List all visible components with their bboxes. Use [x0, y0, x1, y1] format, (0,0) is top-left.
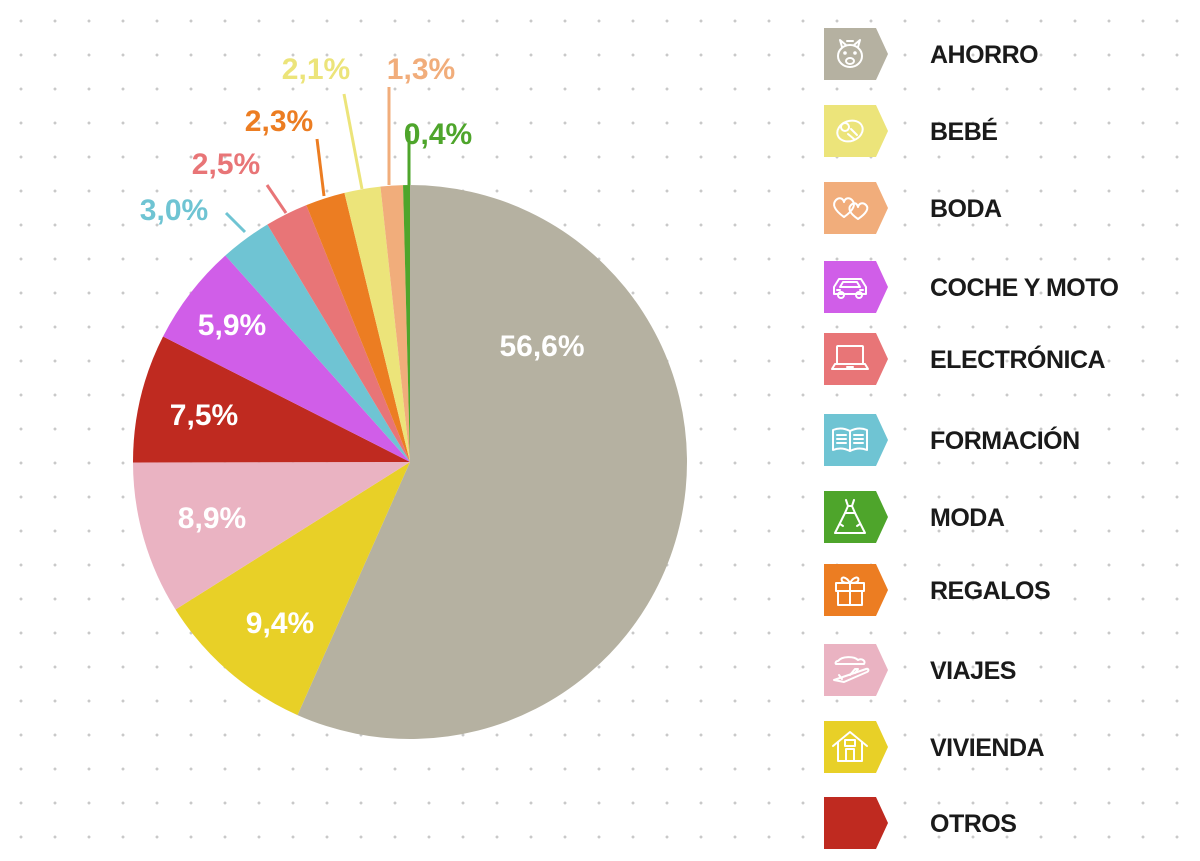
badge-shape — [824, 105, 888, 157]
pie-slices — [132, 185, 688, 739]
slice-label-formacion: 3,0% — [140, 194, 208, 227]
legend-badge-bebe — [824, 105, 890, 157]
slice-moda — [403, 185, 410, 462]
legend-item-bebe: BEBÉ — [822, 103, 1192, 159]
badge-shape — [824, 182, 888, 234]
legend-badge-coche-y-moto — [824, 261, 890, 313]
hearts-icon — [824, 182, 888, 234]
legend-label: VIAJES — [930, 657, 1016, 685]
legend-label: MODA — [930, 504, 1005, 532]
slice-formacion — [225, 224, 410, 462]
legend-badge-boda — [824, 182, 890, 234]
legend-badge-formacion — [824, 414, 890, 466]
slice-electronica — [267, 205, 410, 462]
legend-item-vivienda: VIVIENDA — [822, 719, 1192, 775]
slice-label-moda: 0,4% — [404, 118, 472, 151]
slice-label-boda: 1,3% — [387, 53, 455, 86]
slice-label-otros: 7,5% — [170, 399, 238, 432]
legend-badge-otros — [824, 797, 890, 849]
legend-label: VIVIENDA — [930, 734, 1045, 762]
slice-boda — [380, 185, 410, 462]
legend-item-moda: MODA — [822, 489, 1192, 545]
leader-lines — [224, 87, 411, 234]
legend-badge-vivienda — [824, 721, 890, 773]
legend-label: AHORRO — [930, 41, 1039, 69]
legend-badge-regalos — [824, 564, 890, 616]
legend-item-otros: OTROS — [822, 795, 1192, 851]
legend-label: BEBÉ — [930, 118, 998, 146]
leader-line-electronica — [265, 184, 288, 214]
legend-label: COCHE Y MOTO — [930, 274, 1119, 302]
slice-bebe — [344, 186, 410, 462]
slice-label-regalos: 2,3% — [245, 105, 313, 138]
dress-icon — [824, 491, 888, 543]
slice-label-electronica: 2,5% — [192, 148, 260, 181]
legend-item-formacion: FORMACIÓN — [822, 412, 1192, 468]
gift-icon — [824, 564, 888, 616]
book-icon — [824, 414, 888, 466]
slice-label-ahorro: 56,6% — [499, 330, 584, 363]
legend-item-coche-y-moto: COCHE Y MOTO — [822, 259, 1192, 315]
legend-badge-electronica — [824, 333, 890, 385]
legend: AHORRO BEBÉ BODA — [822, 0, 1192, 861]
slice-coche-y-moto — [163, 255, 410, 462]
badge-shape — [824, 797, 888, 849]
slice-labels: 56,6% 9,4% 8,9% 7,5% 5,9% 3,0% 2,5% 2,3% 2,1% 1,3… — [140, 53, 585, 640]
piggy-bank-icon — [824, 28, 888, 80]
slice-label-bebe: 2,1% — [282, 53, 350, 86]
legend-item-electronica: ELECTRÓNICA — [822, 331, 1192, 387]
slice-viajes — [133, 462, 410, 610]
badge-shape — [824, 721, 888, 773]
baby-icon — [824, 105, 888, 157]
badge-shape — [824, 333, 888, 385]
slice-vivienda — [175, 462, 410, 716]
legend-badge-viajes — [824, 644, 890, 696]
slice-otros — [132, 336, 411, 463]
car-icon — [824, 261, 888, 313]
slice-label-viajes: 8,9% — [178, 502, 246, 535]
slice-ahorro — [297, 185, 688, 739]
leader-line-formacion — [224, 211, 247, 234]
legend-label: BODA — [930, 195, 1002, 223]
legend-item-boda: BODA — [822, 180, 1192, 236]
laptop-icon — [824, 333, 888, 385]
legend-label: REGALOS — [930, 577, 1051, 605]
leader-line-bebe — [342, 93, 364, 190]
legend-label: FORMACIÓN — [930, 427, 1080, 455]
legend-label: OTROS — [930, 810, 1017, 838]
airplane-icon — [824, 644, 888, 696]
slice-label-vivienda: 9,4% — [246, 607, 314, 640]
legend-item-viajes: VIAJES — [822, 642, 1192, 698]
legend-item-regalos: REGALOS — [822, 562, 1192, 618]
legend-item-ahorro: AHORRO — [822, 26, 1192, 82]
house-icon — [824, 721, 888, 773]
slice-label-coche-y-moto: 5,9% — [198, 309, 266, 342]
legend-badge-ahorro — [824, 28, 890, 80]
slice-regalos — [306, 192, 410, 462]
legend-badge-moda — [824, 491, 890, 543]
leader-line-regalos — [315, 138, 326, 197]
pie-chart: 56,6% 9,4% 8,9% 7,5% 5,9% 3,0% 2,5% 2,3% 2,1% 1,3… — [132, 53, 688, 739]
legend-label: ELECTRÓNICA — [930, 346, 1106, 374]
